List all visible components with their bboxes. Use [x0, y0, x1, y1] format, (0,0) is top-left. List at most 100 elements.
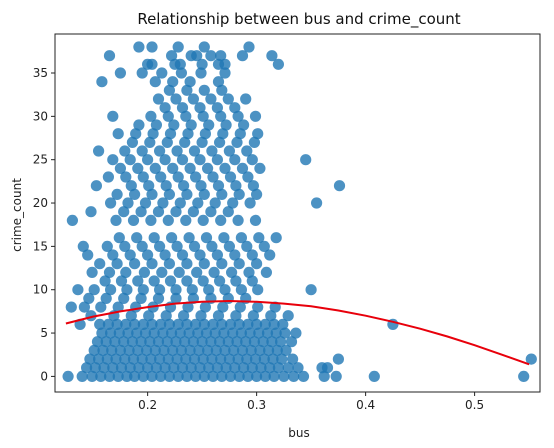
data-point — [251, 370, 263, 382]
data-point — [195, 180, 207, 192]
data-point — [168, 119, 180, 131]
data-point — [86, 370, 98, 382]
data-point — [182, 301, 194, 313]
data-point — [144, 136, 156, 148]
data-point — [114, 344, 126, 356]
data-point — [267, 353, 279, 365]
x-axis: 0.2 0.3 0.4 0.5 — [138, 392, 484, 412]
data-point — [203, 119, 215, 131]
data-point — [166, 327, 178, 339]
data-point — [175, 67, 187, 79]
data-point — [150, 119, 162, 131]
data-point — [84, 353, 96, 365]
data-point — [184, 76, 196, 88]
data-point — [215, 110, 227, 122]
data-point — [135, 206, 147, 218]
data-point — [212, 76, 225, 88]
data-point — [125, 310, 137, 322]
data-point — [157, 327, 169, 339]
data-point — [252, 128, 264, 140]
data-point — [154, 145, 166, 157]
data-point — [81, 362, 93, 374]
plot-frame — [54, 33, 541, 393]
data-point — [251, 318, 263, 330]
data-point — [196, 336, 208, 348]
data-point — [136, 240, 148, 252]
data-point — [121, 370, 133, 382]
data-point — [252, 301, 264, 313]
data-point — [330, 370, 342, 382]
data-point — [211, 362, 223, 374]
data-point — [163, 188, 175, 200]
data-point — [176, 362, 189, 374]
data-point — [197, 214, 209, 226]
data-point — [217, 301, 229, 313]
data-point — [197, 275, 209, 287]
data-point — [236, 344, 249, 356]
data-point — [114, 67, 126, 79]
data-point — [179, 336, 191, 348]
data-point — [270, 232, 282, 244]
data-point — [183, 327, 195, 339]
data-point — [119, 353, 131, 365]
data-point — [199, 301, 211, 313]
data-point — [111, 318, 123, 330]
data-point — [254, 162, 266, 174]
data-point — [224, 318, 237, 330]
data-point — [205, 206, 217, 218]
data-point — [202, 162, 214, 174]
data-point — [205, 336, 217, 348]
data-point — [136, 67, 148, 79]
data-point — [215, 353, 227, 365]
data-point — [65, 301, 77, 313]
data-point — [233, 188, 245, 200]
data-point — [155, 171, 167, 183]
data-point — [137, 318, 149, 330]
fit-line — [65, 299, 530, 366]
data-point — [100, 292, 112, 304]
data-point — [210, 344, 222, 356]
data-point — [170, 206, 182, 218]
data-point — [163, 370, 175, 382]
data-point — [149, 76, 161, 88]
data-point — [181, 258, 193, 270]
data-point — [182, 128, 194, 140]
data-point — [112, 301, 124, 313]
data-point — [368, 370, 380, 382]
data-point — [66, 214, 78, 226]
data-point — [249, 214, 262, 226]
data-point — [205, 50, 217, 62]
data-point — [247, 310, 259, 322]
data-point — [212, 180, 225, 192]
data-point — [142, 154, 154, 166]
data-point — [170, 292, 182, 304]
data-point — [166, 232, 178, 244]
data-point — [233, 258, 245, 270]
data-point — [241, 353, 253, 365]
data-point — [146, 188, 158, 200]
y-axis: 0 5 10 15 20 25 30 35 — [33, 66, 55, 383]
data-point — [107, 110, 119, 122]
data-point — [172, 41, 184, 53]
data-point — [190, 370, 202, 382]
data-point — [275, 336, 287, 348]
y-tick-label: 30 — [33, 109, 48, 123]
data-point — [198, 84, 210, 96]
data-point — [124, 249, 136, 261]
data-point — [188, 145, 201, 157]
data-point — [258, 240, 270, 252]
data-point — [95, 370, 107, 382]
data-point — [112, 370, 124, 382]
data-point — [93, 353, 105, 365]
data-point — [193, 344, 205, 356]
data-point — [142, 58, 154, 70]
data-point — [235, 327, 247, 339]
data-point — [251, 258, 263, 270]
data-point — [152, 93, 165, 105]
data-point — [246, 362, 258, 374]
data-point — [181, 318, 193, 330]
data-point — [178, 180, 190, 192]
y-tick-label: 10 — [33, 283, 48, 297]
data-point — [187, 93, 199, 105]
data-point — [107, 362, 119, 374]
